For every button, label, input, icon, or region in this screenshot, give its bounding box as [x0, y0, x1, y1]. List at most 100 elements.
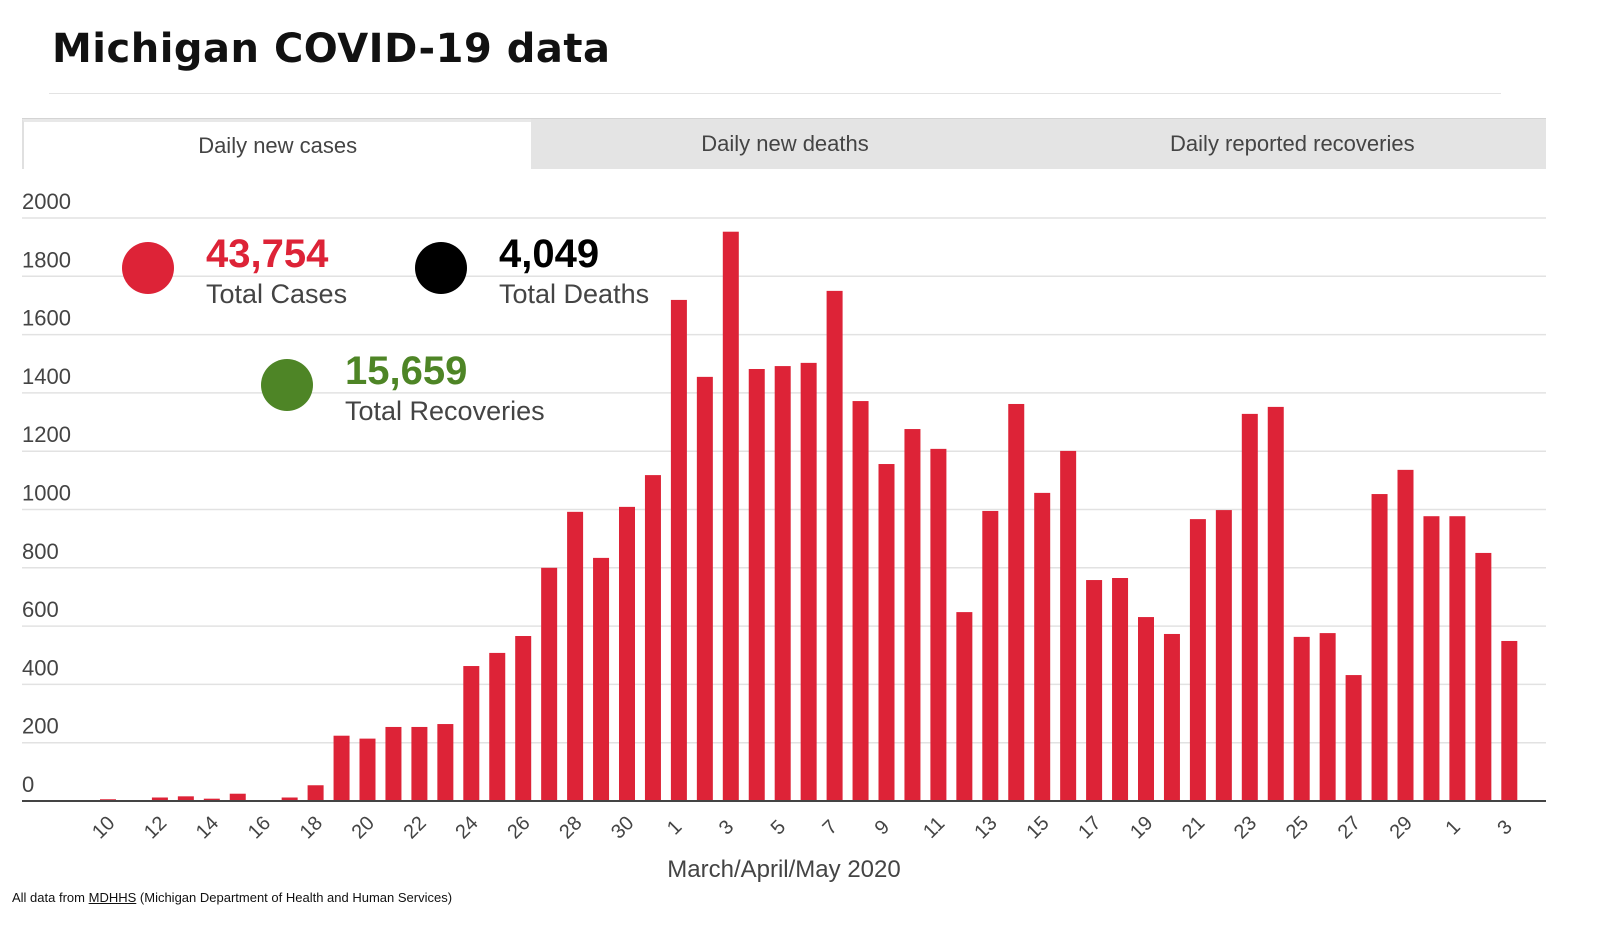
bar-54 [1501, 640, 1518, 801]
bar-24 [722, 231, 739, 801]
x-tick-label: 18 [296, 812, 327, 843]
bar-53 [1475, 552, 1492, 801]
stat-total-cases: 43,754 Total Cases [122, 232, 347, 312]
x-tick-label: 23 [1230, 812, 1261, 843]
bar-51 [1423, 516, 1440, 801]
page-title: Michigan COVID-19 data [52, 26, 611, 72]
total-cases-label: Total Cases [206, 279, 348, 309]
total-cases-value: 43,754 [206, 232, 329, 276]
bar-41 [1163, 633, 1180, 801]
x-tick-label: 28 [555, 812, 586, 843]
total-recoveries-value: 15,659 [345, 349, 468, 393]
bar-13 [437, 724, 454, 801]
bar-23 [696, 376, 713, 801]
x-tick-label: 19 [1126, 812, 1157, 843]
x-tick-label: 22 [400, 812, 431, 843]
bar-19 [593, 557, 610, 801]
bar-5 [229, 793, 246, 801]
bar-15 [489, 652, 506, 801]
bar-42 [1189, 519, 1206, 801]
bar-4 [203, 798, 220, 801]
bar-26 [774, 366, 791, 801]
x-tick-label: 20 [348, 812, 379, 843]
bars [100, 231, 1518, 801]
bar-38 [1086, 580, 1103, 801]
bar-33 [956, 612, 973, 801]
x-tick-label: 17 [1074, 812, 1105, 843]
y-tick-label: 1600 [22, 306, 71, 331]
y-tick-label: 600 [22, 597, 59, 622]
x-tick-label: 7 [819, 816, 842, 839]
bar-27 [800, 362, 817, 801]
bar-52 [1449, 516, 1466, 801]
x-tick-label: 3 [1493, 816, 1516, 839]
source-footnote: All data from MDHHS (Michigan Department… [12, 890, 452, 905]
bar-12 [411, 726, 428, 801]
bar-14 [463, 666, 480, 801]
footer-prefix: All data from [12, 890, 85, 905]
bar-36 [1034, 492, 1051, 801]
bar-47 [1319, 633, 1336, 801]
x-axis-ticks: 10 12 14 16 18 20 22 24 26 28 30 1 3 5 7 9 11 13 15 17 19 21 2… [88, 812, 1517, 843]
bar-22 [670, 299, 687, 801]
total-recoveries-label: Total Recoveries [345, 396, 545, 426]
x-axis-label: March/April/May 2020 [667, 856, 900, 883]
bar-31 [904, 429, 921, 801]
x-tick-label: 27 [1334, 812, 1365, 843]
x-tick-label: 3 [715, 816, 738, 839]
bar-21 [644, 475, 661, 801]
stat-total-deaths: 4,049 Total Deaths [415, 232, 649, 312]
cases-dot-icon [122, 242, 174, 294]
y-tick-label: 1200 [22, 422, 71, 447]
y-tick-label: 200 [22, 714, 59, 739]
x-tick-label: 13 [970, 812, 1001, 843]
y-tick-label: 1800 [22, 247, 71, 272]
total-deaths-label: Total Deaths [499, 279, 650, 309]
bar-8 [307, 785, 324, 801]
y-axis-ticks: 0 200 400 600 800 1000 1200 1400 1600 1800 2000 [22, 189, 71, 797]
bar-39 [1112, 578, 1129, 801]
x-tick-label: 15 [1022, 812, 1053, 843]
title-divider [49, 93, 1501, 94]
tab-daily-reported-recoveries[interactable]: Daily reported recoveries [1170, 131, 1415, 156]
bar-10 [359, 738, 376, 801]
bar-48 [1345, 675, 1362, 801]
x-tick-label: 29 [1386, 812, 1417, 843]
bar-49 [1371, 494, 1388, 801]
x-tick-label: 30 [607, 812, 638, 843]
bar-16 [515, 636, 532, 801]
footer-suffix: (Michigan Department of Health and Human… [139, 890, 453, 905]
bar-18 [567, 511, 584, 801]
bar-11 [385, 726, 402, 801]
total-deaths-value: 4,049 [499, 232, 600, 276]
x-tick-label: 11 [919, 813, 949, 843]
bar-43 [1215, 510, 1232, 801]
mdhhs-link[interactable]: MDHHS [88, 890, 137, 905]
tab-daily-new-cases[interactable]: Daily new cases [22, 119, 532, 169]
x-tick-label: 25 [1282, 812, 1313, 843]
x-tick-label: 1 [663, 816, 686, 839]
bar-29 [852, 401, 869, 801]
tab-daily-new-deaths[interactable]: Daily new deaths [701, 131, 869, 156]
bar-45 [1267, 406, 1284, 801]
bar-17 [541, 567, 558, 801]
y-tick-label: 1400 [22, 364, 71, 389]
y-tick-label: 2000 [22, 189, 71, 214]
x-tick-label: 14 [192, 812, 223, 843]
bar-44 [1241, 413, 1258, 801]
bar-9 [333, 735, 350, 801]
x-tick-label: 26 [503, 812, 534, 843]
bar-28 [826, 290, 843, 801]
bar-30 [878, 464, 895, 801]
tab-bar: Daily new cases Daily new deaths Daily r… [22, 118, 1546, 169]
x-tick-label: 12 [140, 812, 171, 843]
deaths-dot-icon [415, 242, 467, 294]
bar-40 [1138, 617, 1154, 801]
bar-25 [748, 368, 765, 801]
bar-32 [930, 448, 947, 801]
bar-50 [1397, 469, 1414, 801]
x-tick-label: 24 [451, 812, 482, 843]
y-tick-label: 0 [22, 772, 34, 797]
bar-37 [1060, 450, 1077, 801]
